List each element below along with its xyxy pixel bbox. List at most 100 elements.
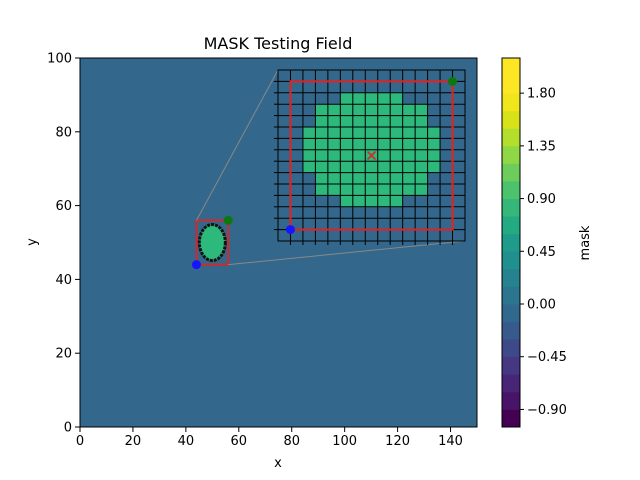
colorbar-frame [501, 57, 521, 428]
inset-mask-cell [315, 104, 329, 116]
inset-mask-cell [377, 138, 391, 151]
colorbar-segment [502, 409, 520, 428]
colorbar-segment [502, 75, 520, 94]
inset-mask-cell [340, 172, 354, 185]
y-tick-label: 0 [64, 421, 72, 436]
inset-mask-cell [427, 127, 441, 139]
inset-mask-cell [377, 115, 391, 128]
inset-mask-cell [302, 127, 316, 139]
inset-mask-cell [427, 149, 441, 162]
inset-mask-cell [365, 127, 379, 139]
inset-mask-cell [365, 172, 379, 185]
inset-mask-cell [340, 127, 354, 139]
colorbar-segment [502, 145, 520, 164]
inset-mask-cell [415, 172, 428, 185]
inset-mask-cell [327, 172, 341, 185]
mask-bbox [195, 219, 230, 266]
x-tick-label: 140 [438, 434, 463, 449]
inset-mask-cell [415, 115, 428, 128]
colorbar-tick-label: 1.80 [527, 87, 556, 102]
x-axis-label: x [274, 456, 282, 471]
inset-mask-cell [415, 184, 428, 196]
inset-mask-cell [402, 149, 416, 162]
x-tick-label: 60 [231, 434, 248, 449]
colorbar-segment [502, 93, 520, 112]
inset-mask-cell [327, 127, 341, 139]
inset-mask-cell [302, 138, 316, 151]
colorbar-segment [502, 216, 520, 235]
inset-mask-cell [390, 195, 403, 208]
colorbar-segment [502, 181, 520, 199]
inset-mask-cell [377, 172, 391, 185]
colorbar-tick-label: 0.45 [527, 245, 556, 260]
y-axis-label: y [25, 238, 40, 246]
inset-mask-cell [390, 127, 403, 139]
axes-frame [79, 57, 478, 428]
inset-mask-cell [377, 104, 391, 116]
inset-mask-cell [327, 184, 341, 196]
inset-mask-cell [390, 115, 403, 128]
inset-mask-cell [415, 127, 428, 139]
inset-mask-cell [340, 104, 354, 116]
colorbar-segment [502, 110, 520, 129]
inset-mask-cell [315, 172, 329, 185]
colorbar-segment [502, 268, 520, 287]
inset-mask-cell [315, 161, 329, 173]
inset-mask-cell [427, 138, 441, 151]
inset-mask-cell [315, 184, 329, 196]
inset-mask-cell [377, 127, 391, 139]
colorbar-label: mask [578, 225, 593, 260]
inset-mask-cell [402, 115, 416, 128]
inset-mask-cell [365, 195, 379, 208]
marker-upper-right-corner [223, 215, 233, 225]
mask-blob [197, 223, 227, 262]
inset-marker-lower-left [285, 225, 295, 235]
colorbar-segment [502, 233, 520, 252]
inset-mask-cell [415, 138, 428, 151]
inset-mask-cell [402, 172, 416, 185]
inset-mask-cell [390, 104, 403, 116]
inset-connector [228, 240, 466, 266]
marker-lower-left-corner [191, 260, 201, 270]
inset-mask-cell [402, 184, 416, 196]
inset-mask-cell [390, 92, 403, 105]
colorbar-segment [502, 251, 520, 270]
colorbar-segment [502, 286, 520, 305]
inset-mask-cell [377, 149, 391, 162]
inset-frame [277, 69, 466, 242]
colorbar: −0.90 −0.45 0.00 0.45 0.90 1.35 1.80 [501, 57, 567, 428]
inset-mask-cell [352, 115, 366, 128]
x-tick-label: 100 [332, 434, 357, 449]
inset-mask-cell [365, 184, 379, 196]
chart-title: MASK Testing Field [204, 34, 353, 53]
colorbar-tick-label: −0.45 [527, 350, 567, 365]
inset-mask-cell [340, 149, 354, 162]
inset-mask-cell [327, 161, 341, 173]
inset-mask-cell [402, 138, 416, 151]
inset-mask-cell [415, 161, 428, 173]
inset-mask-cell [365, 115, 379, 128]
inset-mask-cell [315, 115, 329, 128]
inset-mask-cell [352, 149, 366, 162]
colorbar-segment [502, 339, 520, 358]
inset-mask-cell [390, 184, 403, 196]
inset-mask-cell [365, 161, 379, 173]
inset-mask-cell [377, 195, 391, 208]
inset-mask-cell [352, 104, 366, 116]
inset-mask-cell [365, 92, 379, 105]
colorbar-segment [502, 391, 520, 410]
inset-mask-cell [390, 138, 403, 151]
inset-mask-cell [377, 161, 391, 173]
colorbar-tick-label: 1.35 [527, 139, 556, 154]
inset-mask-cell [327, 149, 341, 162]
colorbar-segment [502, 198, 520, 217]
y-axis: 0 20 40 60 80 100 [47, 52, 80, 436]
inset-bbox [289, 80, 454, 231]
inset-mask-cell [402, 127, 416, 139]
y-tick-label: 100 [47, 52, 72, 67]
inset-mask-cell [352, 184, 366, 196]
x-tick-label: 0 [76, 434, 84, 449]
x-tick-label: 120 [385, 434, 410, 449]
inset-mask-cell [315, 138, 329, 151]
